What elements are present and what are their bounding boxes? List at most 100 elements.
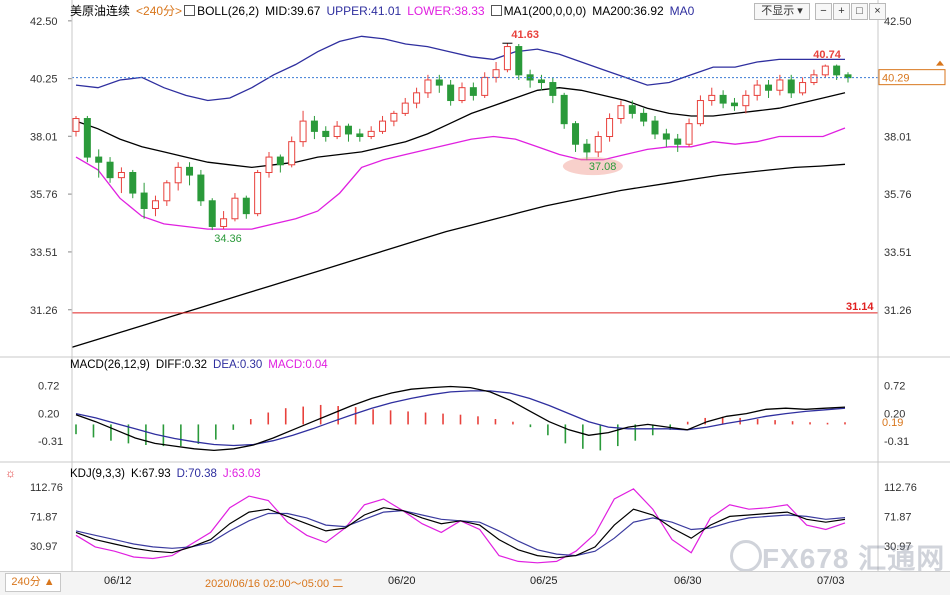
- candle: [799, 77, 807, 96]
- macd-diff-value: DIFF:0.32: [155, 359, 208, 371]
- watermark: FX678 汇通网: [762, 543, 946, 574]
- macd-diff-line: [75, 385, 846, 452]
- ma-label: MA1(200,0,0,0): [503, 4, 587, 18]
- candle-body: [833, 65, 841, 76]
- candle: [549, 77, 557, 104]
- ma-checkbox-icon[interactable]: [490, 5, 502, 16]
- main-gridlines: 42.5042.5040.2540.2538.0138.0135.7635.76…: [30, 16, 912, 317]
- candle-body: [674, 138, 682, 145]
- candle-body: [367, 130, 375, 138]
- candle-body: [344, 125, 352, 135]
- candle: [776, 74, 784, 96]
- ma200-value: MA200:36.92: [592, 4, 664, 18]
- candle: [95, 149, 103, 178]
- candle: [481, 72, 489, 98]
- candle: [413, 87, 421, 109]
- candle: [651, 115, 659, 140]
- footer-bar: [0, 571, 950, 595]
- maximize-button[interactable]: □: [851, 3, 868, 20]
- candle-body: [424, 79, 432, 94]
- candle-body: [481, 76, 489, 96]
- candle-body: [594, 136, 602, 153]
- kdj-y-tick-right: 71.87: [884, 512, 912, 524]
- macd-panel: 0.72 0.72 0.20 0.20 -0.31 -0.31 0.19: [38, 380, 909, 452]
- macd-y-tick-left: 0.20: [38, 409, 59, 421]
- candle-body: [299, 120, 307, 143]
- hide-dropdown-label: 不显示: [761, 5, 795, 17]
- macd-y-tick-right: 0.20: [884, 409, 905, 421]
- candle: [537, 74, 545, 91]
- candle-body: [254, 172, 262, 215]
- candle-body: [765, 84, 773, 91]
- candle-body: [390, 112, 398, 122]
- candle: [594, 131, 602, 158]
- expand-button[interactable]: +: [833, 3, 850, 20]
- hide-dropdown[interactable]: 不显示 ▾: [754, 3, 810, 20]
- candle-body: [197, 174, 205, 202]
- close-button[interactable]: ×: [869, 3, 886, 20]
- crosshair-date-range: 2020/06/16 02:00～05:00 二: [205, 578, 344, 590]
- candle: [186, 162, 194, 186]
- candle-body: [685, 123, 693, 145]
- boll-checkbox-icon[interactable]: [184, 5, 196, 16]
- candle: [628, 100, 636, 119]
- candle-body: [117, 172, 125, 179]
- candle: [288, 136, 296, 168]
- candle-body: [606, 118, 614, 138]
- candle-body: [106, 161, 114, 179]
- arrow-up-icon: [936, 60, 944, 66]
- candle: [163, 180, 171, 206]
- minus-icon: −: [820, 5, 827, 17]
- macd-header: MACD(26,12,9) DIFF:0.32 DEA:0.30 MACD:0.04: [70, 359, 334, 371]
- candle: [753, 79, 761, 101]
- timeframe-button[interactable]: 240分 ▲: [5, 573, 61, 592]
- candle: [469, 82, 477, 101]
- candle: [458, 82, 466, 104]
- candle: [299, 110, 307, 147]
- candle: [174, 162, 182, 191]
- candle-body: [140, 192, 148, 209]
- candle: [83, 115, 91, 163]
- kdj-y-tick-right: 30.97: [884, 541, 912, 553]
- kdj-k-line: [75, 507, 846, 559]
- candle-body: [503, 46, 511, 71]
- candle: [526, 69, 534, 88]
- candle-body: [356, 133, 364, 138]
- candle: [151, 195, 159, 217]
- kdj-y-tick-left: 112.76: [30, 482, 63, 494]
- candle-body: [447, 84, 455, 102]
- candle: [390, 110, 398, 127]
- minimize-button[interactable]: −: [815, 3, 832, 20]
- timeframe-label[interactable]: <240分>: [136, 4, 183, 18]
- boll-label: BOLL(26,2): [197, 4, 260, 18]
- candle: [106, 157, 114, 183]
- candle-body: [95, 156, 103, 163]
- kdj-y-tick-right: 112.76: [884, 482, 917, 494]
- date-tick-0625: 06/25: [530, 575, 558, 587]
- candle-body: [265, 156, 273, 174]
- close-icon: ×: [874, 5, 881, 17]
- candle-body: [640, 112, 648, 122]
- candle: [560, 92, 568, 129]
- candle-body: [231, 197, 239, 220]
- candle: [242, 195, 250, 219]
- macd-y-tick-right: 0.72: [884, 380, 905, 392]
- candle-body: [662, 133, 670, 140]
- candle: [220, 211, 228, 230]
- candle-body: [163, 182, 171, 202]
- last-high-annotation: 40.74: [813, 49, 841, 61]
- y-tick-label-left: 42.50: [30, 16, 58, 28]
- ma0-value: MA0: [669, 4, 695, 18]
- candle: [254, 169, 262, 217]
- candle-body: [537, 79, 545, 84]
- candle: [492, 61, 500, 83]
- candle-body: [549, 82, 557, 96]
- candle-body: [322, 130, 330, 138]
- candle-body: [379, 120, 387, 132]
- support-value-label: 31.14: [846, 301, 874, 313]
- sun-icon[interactable]: ☼: [5, 466, 16, 480]
- kdj-header: KDJ(9,3,3) K:67.93 D:70.38 J:63.03: [70, 468, 267, 480]
- high-annotation: 41.63: [511, 29, 539, 41]
- y-tick-label-left: 31.26: [30, 305, 58, 317]
- candle: [356, 128, 364, 142]
